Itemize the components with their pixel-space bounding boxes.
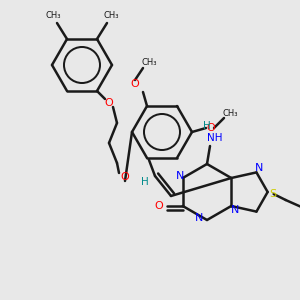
Text: CH₃: CH₃ xyxy=(222,110,238,118)
Text: N: N xyxy=(231,205,239,215)
Text: N: N xyxy=(195,213,203,223)
Text: NH: NH xyxy=(207,133,223,143)
Text: N: N xyxy=(255,164,264,173)
Text: CH₃: CH₃ xyxy=(103,11,119,20)
Text: CH₃: CH₃ xyxy=(141,58,157,67)
Text: O: O xyxy=(121,172,129,182)
Text: H: H xyxy=(203,121,211,131)
Text: CH₃: CH₃ xyxy=(45,11,61,20)
Text: O: O xyxy=(207,123,215,133)
Text: N: N xyxy=(176,171,184,181)
Text: H: H xyxy=(141,177,149,187)
Text: O: O xyxy=(130,79,140,89)
Text: S: S xyxy=(269,189,276,199)
Text: O: O xyxy=(154,201,163,211)
Text: O: O xyxy=(105,98,113,108)
